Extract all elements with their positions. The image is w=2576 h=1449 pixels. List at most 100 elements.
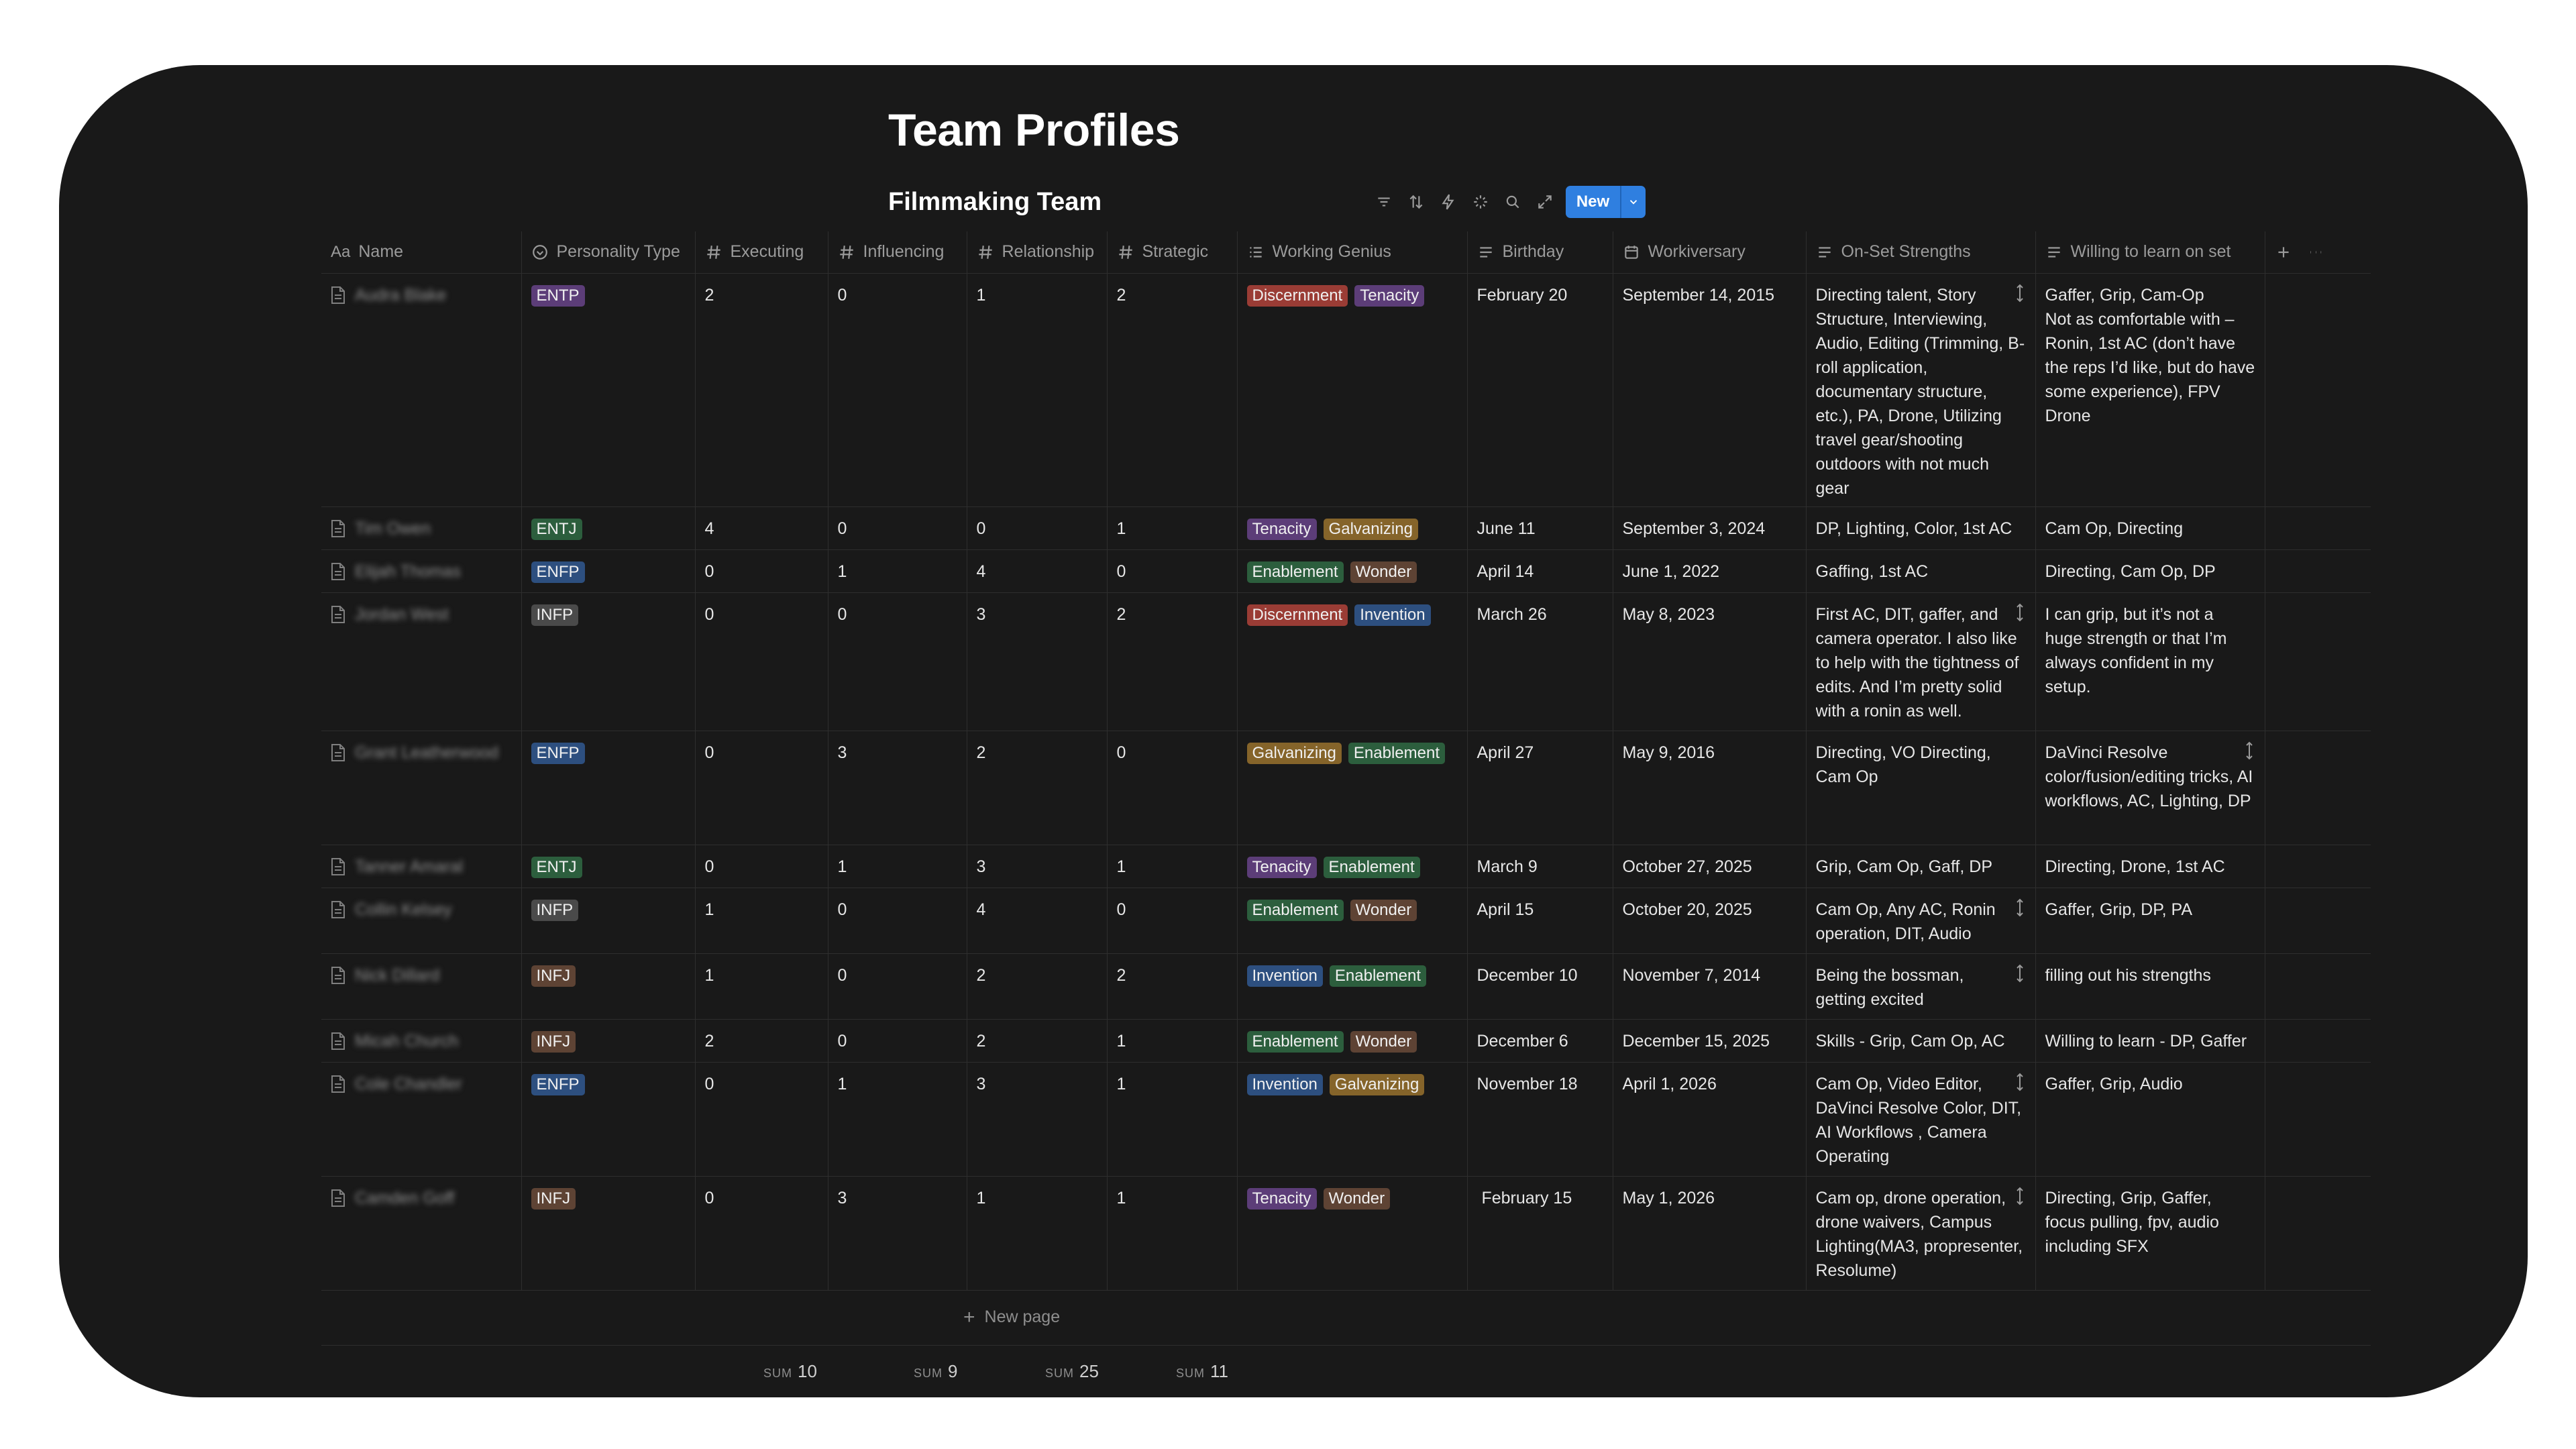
- cell-exec[interactable]: 4: [695, 506, 828, 550]
- cell-personality-type[interactable]: INFP: [521, 592, 696, 731]
- cell-birthday[interactable]: March 26: [1467, 592, 1613, 731]
- cell-name[interactable]: Tim Owen: [321, 506, 522, 550]
- cell-name[interactable]: Audra Blake: [321, 273, 522, 507]
- column-header-executing[interactable]: Executing: [695, 231, 828, 274]
- cell-exec[interactable]: 1: [695, 953, 828, 1020]
- row-name[interactable]: Elijah Thomas: [355, 561, 461, 581]
- cell-rel[interactable]: 1: [967, 1176, 1108, 1291]
- cell-strat[interactable]: 0: [1107, 549, 1238, 593]
- cell-rel[interactable]: 3: [967, 592, 1108, 731]
- cell-on-set-strengths[interactable]: Grip, Cam Op, Gaff, DP: [1806, 845, 2036, 888]
- expand-icon[interactable]: [1531, 187, 1559, 217]
- table-row[interactable]: Micah Church INFJ 2 0 2 1 Enablement Wonder Dece…: [321, 1019, 2371, 1063]
- cell-workiversary[interactable]: September 14, 2015: [1613, 273, 1807, 507]
- cell-infl[interactable]: 0: [828, 888, 967, 954]
- cell-strat[interactable]: 2: [1107, 953, 1238, 1020]
- add-column-icon[interactable]: [2275, 244, 2292, 261]
- cell-working-genius[interactable]: Galvanizing Enablement: [1237, 731, 1468, 845]
- cell-on-set-strengths[interactable]: Directing talent, Story Structure, Inter…: [1806, 273, 2036, 507]
- cell-birthday[interactable]: April 14: [1467, 549, 1613, 593]
- more-icon[interactable]: [2307, 244, 2324, 261]
- cell-rel[interactable]: 2: [967, 953, 1108, 1020]
- cell-rel[interactable]: 1: [967, 273, 1108, 507]
- cell-birthday[interactable]: December 10: [1467, 953, 1613, 1020]
- sum-strategic[interactable]: SUM 11: [1176, 1361, 1228, 1381]
- cell-working-genius[interactable]: Tenacity Wonder: [1237, 1176, 1468, 1291]
- cell-personality-type[interactable]: INFJ: [521, 1019, 696, 1063]
- cell-on-set-strengths[interactable]: Gaffing, 1st AC: [1806, 549, 2036, 593]
- column-header-workiversary[interactable]: Workiversary: [1613, 231, 1807, 274]
- cell-willing-to-learn[interactable]: Cam Op, Directing: [2035, 506, 2265, 550]
- cell-workiversary[interactable]: May 8, 2023: [1613, 592, 1807, 731]
- cell-strat[interactable]: 1: [1107, 845, 1238, 888]
- row-name[interactable]: Tim Owen: [355, 519, 431, 538]
- cell-name[interactable]: Collin Kelsey: [321, 888, 522, 954]
- table-row[interactable]: Jordan West INFP 0 0 3 2 Discernment Invention M…: [321, 592, 2371, 731]
- cell-exec[interactable]: 0: [695, 592, 828, 731]
- column-header-on-set-strengths[interactable]: On-Set Strengths: [1806, 231, 2036, 274]
- cell-on-set-strengths[interactable]: Cam op, drone operation, drone waivers, …: [1806, 1176, 2036, 1291]
- row-name[interactable]: Nick Dillard: [355, 965, 440, 985]
- cell-name[interactable]: Micah Church: [321, 1019, 522, 1063]
- cell-personality-type[interactable]: INFJ: [521, 1176, 696, 1291]
- cell-personality-type[interactable]: ENTP: [521, 273, 696, 507]
- cell-workiversary[interactable]: November 7, 2014: [1613, 953, 1807, 1020]
- cell-workiversary[interactable]: September 3, 2024: [1613, 506, 1807, 550]
- cell-birthday[interactable]: February 15: [1467, 1176, 1613, 1291]
- cell-on-set-strengths[interactable]: Skills - Grip, Cam Op, AC: [1806, 1019, 2036, 1063]
- cell-infl[interactable]: 0: [828, 1019, 967, 1063]
- cell-personality-type[interactable]: ENFP: [521, 549, 696, 593]
- cell-exec[interactable]: 2: [695, 1019, 828, 1063]
- row-name[interactable]: Collin Kelsey: [355, 900, 452, 919]
- cell-willing-to-learn[interactable]: Directing, Grip, Gaffer, focus pulling, …: [2035, 1176, 2265, 1291]
- cell-personality-type[interactable]: ENTJ: [521, 845, 696, 888]
- cell-working-genius[interactable]: Enablement Wonder: [1237, 549, 1468, 593]
- cell-willing-to-learn[interactable]: Directing, Drone, 1st AC: [2035, 845, 2265, 888]
- cell-willing-to-learn[interactable]: filling out his strengths: [2035, 953, 2265, 1020]
- table-row[interactable]: Cole Chandler ENFP 0 1 3 1 Invention Galvanizin…: [321, 1062, 2371, 1177]
- cell-birthday[interactable]: December 6: [1467, 1019, 1613, 1063]
- cell-workiversary[interactable]: October 27, 2025: [1613, 845, 1807, 888]
- cell-name[interactable]: Grant Leatherwood: [321, 731, 522, 845]
- cell-exec[interactable]: 0: [695, 1062, 828, 1177]
- table-row[interactable]: Camden Goff INFJ 0 3 1 1 Tenacity Wonder Februa…: [321, 1176, 2371, 1291]
- expand-row-icon[interactable]: [2014, 1186, 2026, 1206]
- chevron-down-icon[interactable]: [1620, 186, 1646, 218]
- cell-personality-type[interactable]: ENFP: [521, 731, 696, 845]
- cell-personality-type[interactable]: ENFP: [521, 1062, 696, 1177]
- column-header-strategic[interactable]: Strategic: [1107, 231, 1238, 274]
- cell-workiversary[interactable]: December 15, 2025: [1613, 1019, 1807, 1063]
- sum-influencing[interactable]: SUM 9: [914, 1361, 958, 1381]
- table-row[interactable]: Audra Blake ENTP 2 0 1 2 Discernment Tenacity Fe…: [321, 273, 2371, 507]
- cell-rel[interactable]: 3: [967, 845, 1108, 888]
- view-title[interactable]: Filmmaking Team: [888, 188, 1102, 216]
- cell-on-set-strengths[interactable]: Cam Op, Any AC, Ronin operation, DIT, Au…: [1806, 888, 2036, 954]
- column-header-birthday[interactable]: Birthday: [1467, 231, 1613, 274]
- cell-working-genius[interactable]: Invention Galvanizing: [1237, 1062, 1468, 1177]
- cell-personality-type[interactable]: ENTJ: [521, 506, 696, 550]
- cell-infl[interactable]: 0: [828, 273, 967, 507]
- new-button[interactable]: New: [1566, 186, 1646, 218]
- cell-exec[interactable]: 0: [695, 731, 828, 845]
- cell-willing-to-learn[interactable]: Gaffer, Grip, Cam-Op Not as comfortable …: [2035, 273, 2265, 507]
- row-name[interactable]: Audra Blake: [355, 285, 447, 305]
- cell-infl[interactable]: 3: [828, 731, 967, 845]
- column-header-name[interactable]: Aa Name: [321, 231, 522, 274]
- cell-name[interactable]: Jordan West: [321, 592, 522, 731]
- cell-willing-to-learn[interactable]: DaVinci Resolve color/fusion/editing tri…: [2035, 731, 2265, 845]
- cell-workiversary[interactable]: October 20, 2025: [1613, 888, 1807, 954]
- cell-name[interactable]: Cole Chandler: [321, 1062, 522, 1177]
- column-header-personality-type[interactable]: Personality Type: [521, 231, 696, 274]
- cell-strat[interactable]: 0: [1107, 731, 1238, 845]
- cell-birthday[interactable]: March 9: [1467, 845, 1613, 888]
- column-header-influencing[interactable]: Influencing: [828, 231, 967, 274]
- cell-strat[interactable]: 1: [1107, 1062, 1238, 1177]
- cell-birthday[interactable]: February 20: [1467, 273, 1613, 507]
- row-name[interactable]: Tanner Amaral: [355, 857, 464, 876]
- cell-willing-to-learn[interactable]: Gaffer, Grip, Audio: [2035, 1062, 2265, 1177]
- row-name[interactable]: Grant Leatherwood: [355, 743, 499, 762]
- table-row[interactable]: Tanner Amaral ENTJ 0 1 3 1 Tenacity Enablement M…: [321, 845, 2371, 888]
- cell-working-genius[interactable]: Tenacity Galvanizing: [1237, 506, 1468, 550]
- cell-birthday[interactable]: April 15: [1467, 888, 1613, 954]
- cell-working-genius[interactable]: Tenacity Enablement: [1237, 845, 1468, 888]
